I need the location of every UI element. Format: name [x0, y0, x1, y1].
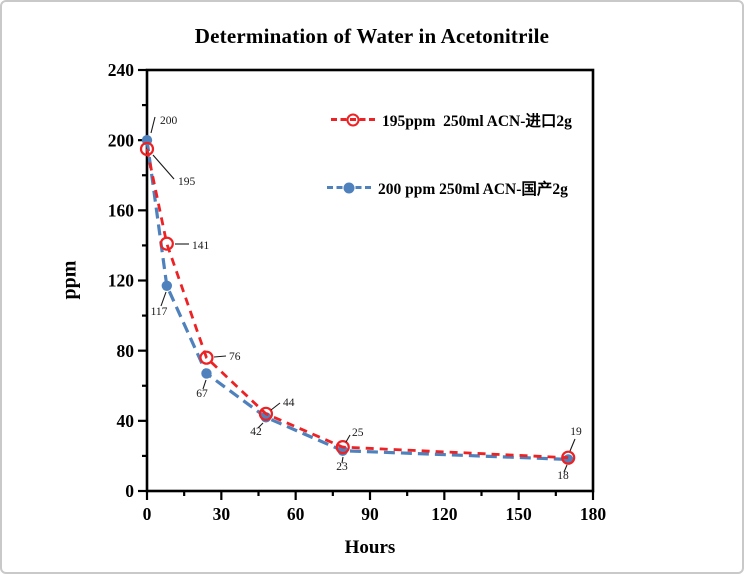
- point-label-leader: [270, 402, 281, 411]
- legend-marker-open-circle-icon: [331, 113, 375, 127]
- point-label-leader: [202, 379, 207, 390]
- y-tick-label: 160: [108, 200, 135, 220]
- point-label-leader: [257, 422, 264, 429]
- series-line-domestic: [145, 139, 569, 461]
- point-label-leader: [345, 434, 351, 443]
- x-tick-label: 120: [431, 504, 458, 524]
- data-point-label: 44: [283, 397, 295, 409]
- x-tick-label: 150: [506, 504, 533, 524]
- y-tick-label: 0: [125, 481, 134, 501]
- data-point-open-circle: [139, 141, 155, 157]
- x-axis-title: Hours: [344, 537, 396, 558]
- chart-title: Determination of Water in Acetonitrile: [194, 24, 550, 48]
- legend-label: 200 ppm 250ml ACN-国产2g: [378, 181, 568, 198]
- y-tick-label: 200: [108, 130, 135, 150]
- point-label-leader: [341, 456, 344, 464]
- data-point-open-circle: [199, 350, 214, 365]
- point-label-leader: [213, 355, 227, 358]
- point-label-leader: [152, 154, 175, 180]
- data-point-label: 200: [160, 115, 178, 127]
- data-point-open-circle: [561, 450, 576, 465]
- x-tick-label: 90: [361, 504, 379, 524]
- data-point-open-circle: [335, 440, 350, 455]
- data-point-label: 195: [178, 176, 196, 188]
- legend-item-imported: 195ppm 250ml ACN-进口2g: [331, 109, 572, 131]
- data-point-label: 42: [250, 426, 262, 438]
- x-tick-label: 0: [143, 504, 152, 524]
- x-tick-label: 180: [580, 504, 607, 524]
- point-label-leader: [569, 438, 576, 452]
- data-point-label: 141: [192, 240, 210, 252]
- point-label-leader: [563, 464, 568, 473]
- data-point-label: 18: [557, 470, 569, 482]
- point-label-leader: [150, 116, 156, 134]
- y-tick-label: 240: [108, 60, 135, 80]
- data-point-open-circle: [258, 406, 274, 421]
- y-tick-label: 80: [117, 341, 135, 361]
- y-tick-label: 120: [108, 271, 135, 291]
- data-point-label: 25: [352, 427, 364, 439]
- legend-item-domestic: 200 ppm 250ml ACN-国产2g: [327, 177, 568, 199]
- plot-area-border: [145, 68, 595, 493]
- data-point-label: 117: [151, 306, 168, 318]
- legend-label: 195ppm 250ml ACN-进口2g: [382, 113, 572, 130]
- x-tick-label: 30: [213, 504, 231, 524]
- data-point-filled-circle: [201, 368, 212, 379]
- legend-marker-filled-circle-icon: [327, 181, 371, 195]
- data-point-label: 67: [196, 388, 208, 400]
- x-tick-label: 60: [287, 504, 305, 524]
- series-line-imported: [145, 148, 569, 460]
- data-point-label: 76: [229, 351, 241, 363]
- data-point-open-circle: [159, 236, 174, 251]
- data-point-label: 23: [336, 461, 348, 473]
- data-point-filled-circle: [161, 280, 173, 291]
- point-label-leader: [160, 291, 167, 307]
- y-tick-label: 40: [117, 411, 135, 431]
- data-point-label: 19: [570, 426, 582, 438]
